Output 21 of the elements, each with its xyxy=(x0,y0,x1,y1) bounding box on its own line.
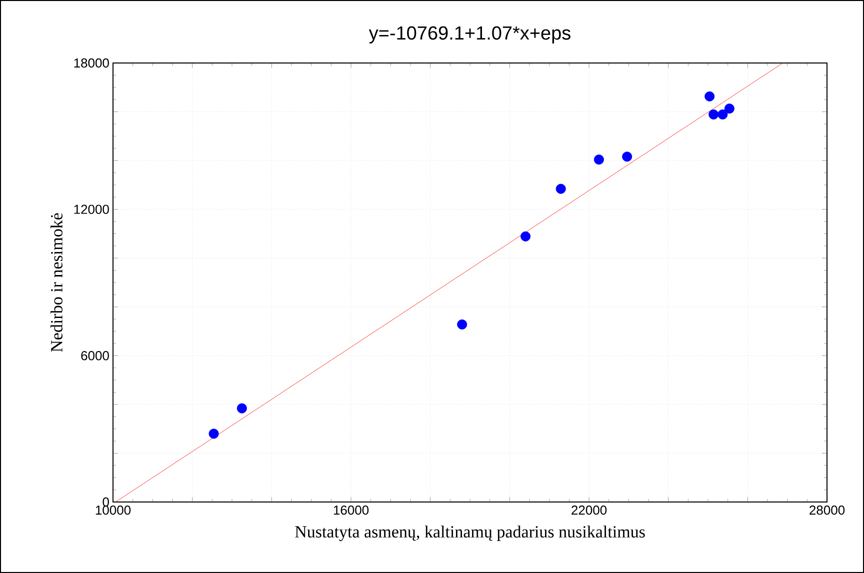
point xyxy=(704,91,715,102)
point xyxy=(520,231,531,242)
x-tick-label: 16000 xyxy=(334,506,369,515)
x-tick-label: 22000 xyxy=(572,506,607,515)
chart-title: y=-10769.1+1.07*x+eps xyxy=(368,26,570,44)
x-tick-label: 28000 xyxy=(810,506,845,515)
y-tick-label: 18000 xyxy=(74,58,109,68)
point xyxy=(594,154,604,165)
y-axis-title: Nedirbo ir nesimokė xyxy=(50,213,62,352)
point xyxy=(457,319,468,330)
point xyxy=(622,152,632,162)
point xyxy=(208,428,219,439)
x-tick-label: 10000 xyxy=(96,506,131,515)
point xyxy=(236,403,247,414)
point xyxy=(708,109,719,120)
x-axis-title: Nustatyta asmenų, kaltinamų padarius nusikaltimus xyxy=(295,526,645,542)
point xyxy=(718,109,728,120)
point xyxy=(556,184,566,194)
point xyxy=(724,104,734,114)
y-tick-label: 6000 xyxy=(81,351,109,360)
y-tick-label: 12000 xyxy=(74,204,109,214)
